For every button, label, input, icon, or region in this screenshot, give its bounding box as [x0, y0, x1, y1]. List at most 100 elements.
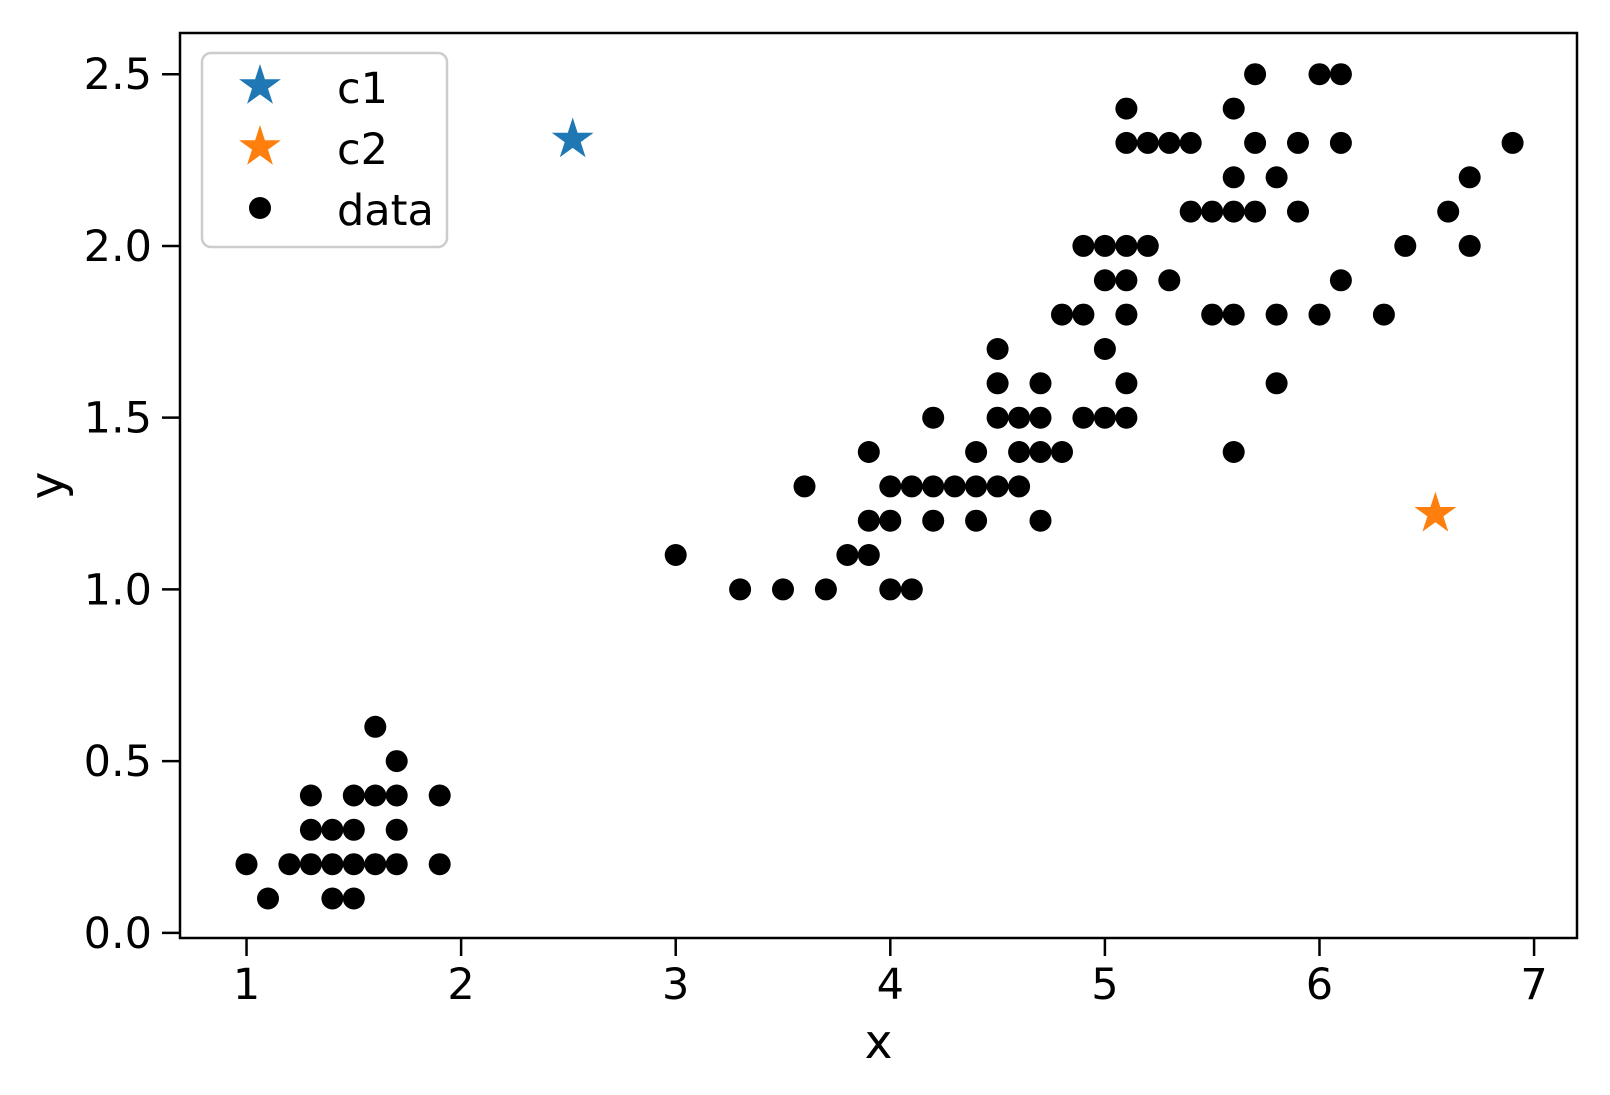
- data-point: [965, 509, 988, 532]
- data-point: [879, 475, 902, 498]
- data-point: [1029, 406, 1052, 429]
- data-point: [321, 818, 344, 841]
- data-point: [1222, 303, 1245, 326]
- data-point: [1051, 441, 1073, 463]
- data-point: [1115, 269, 1138, 292]
- data-point: [1008, 406, 1031, 429]
- data-point: [664, 544, 687, 566]
- data-point: [1158, 131, 1181, 154]
- legend-label-c1: c1: [337, 64, 388, 114]
- data-point: [1115, 97, 1138, 120]
- x-tick-label-2: 2: [447, 960, 474, 1010]
- data-point: [922, 475, 945, 498]
- data-point: [1051, 303, 1073, 326]
- legend-marker-c2-star-icon: [239, 125, 281, 165]
- data-point: [1265, 372, 1288, 395]
- data-point: [1136, 234, 1159, 257]
- data-point: [342, 818, 365, 841]
- data-point: [299, 818, 322, 841]
- data-point: [257, 887, 279, 910]
- data-point: [1115, 406, 1138, 429]
- centroid-c2-star-marker: [1414, 491, 1457, 532]
- data-point: [1329, 131, 1352, 154]
- data-point: [1201, 200, 1224, 223]
- data-point: [299, 853, 322, 876]
- data-point: [1072, 406, 1095, 429]
- data-point: [793, 475, 816, 498]
- y-tick-label-0.5: 0.5: [84, 737, 152, 787]
- data-point: [364, 784, 387, 807]
- y-tick-label-1.5: 1.5: [84, 394, 152, 444]
- x-tick-label-4: 4: [877, 960, 904, 1010]
- data-point: [1093, 269, 1116, 292]
- legend-marker-c1-star-icon: [239, 64, 281, 104]
- data-point: [857, 441, 880, 463]
- data-point: [1244, 63, 1267, 86]
- data-point: [342, 784, 365, 807]
- x-tick-label-6: 6: [1306, 960, 1333, 1010]
- data-point: [900, 578, 923, 601]
- data-point: [1265, 303, 1288, 326]
- data-point: [965, 441, 988, 463]
- data-point: [1115, 372, 1138, 395]
- data-point: [1136, 131, 1159, 154]
- x-axis-label: x: [865, 1015, 893, 1070]
- data-point: [428, 853, 451, 876]
- data-point: [342, 853, 365, 876]
- data-point: [1437, 200, 1460, 223]
- data-point: [857, 509, 880, 532]
- x-tick-label-7: 7: [1520, 960, 1547, 1010]
- legend-label-data: data: [337, 186, 434, 236]
- data-point: [1222, 166, 1245, 189]
- legend-marker-data-dot-icon: [249, 197, 271, 219]
- data-point: [986, 372, 1009, 395]
- data-point: [1458, 234, 1481, 257]
- data-point: [321, 853, 344, 876]
- data-point: [922, 406, 945, 429]
- data-point: [1287, 200, 1309, 223]
- data-point: [1244, 131, 1267, 154]
- data-point: [1029, 372, 1052, 395]
- legend: c1 c2 data: [200, 51, 449, 249]
- legend-label-c2: c2: [337, 125, 388, 175]
- data-point: [364, 853, 387, 876]
- data-point: [1244, 200, 1267, 223]
- data-point: [299, 784, 322, 807]
- data-point: [900, 475, 923, 498]
- data-point: [1308, 63, 1331, 86]
- data-point: [857, 544, 880, 566]
- data-point: [385, 750, 408, 773]
- axes: 1 2 3 4 5 6 7 0.0 0.5 1.0 1.5 2.0 2.5: [84, 31, 1579, 1010]
- data-point: [836, 544, 859, 566]
- data-point: [1179, 131, 1202, 154]
- data-point: [965, 475, 988, 498]
- data-points-layer: [235, 63, 1524, 910]
- data-point: [879, 578, 902, 601]
- data-point: [922, 509, 945, 532]
- data-point: [1029, 441, 1052, 463]
- data-point: [1072, 303, 1095, 326]
- data-point: [1372, 303, 1395, 326]
- data-point: [1222, 200, 1245, 223]
- data-point: [1201, 303, 1224, 326]
- data-point: [1008, 475, 1031, 498]
- data-point: [1329, 269, 1352, 292]
- data-point: [428, 784, 451, 807]
- data-point: [1501, 131, 1524, 154]
- data-point: [235, 853, 258, 876]
- data-point: [385, 818, 408, 841]
- data-point: [986, 406, 1009, 429]
- y-axis-label: y: [20, 472, 75, 500]
- y-tick-label-0.0: 0.0: [84, 909, 152, 959]
- data-point: [1158, 269, 1181, 292]
- data-point: [986, 475, 1009, 498]
- data-point: [1115, 303, 1138, 326]
- data-point: [1115, 131, 1138, 154]
- data-point: [1287, 131, 1309, 154]
- data-point: [385, 784, 408, 807]
- data-point: [364, 715, 387, 738]
- data-point: [986, 338, 1009, 360]
- data-point: [1072, 234, 1095, 257]
